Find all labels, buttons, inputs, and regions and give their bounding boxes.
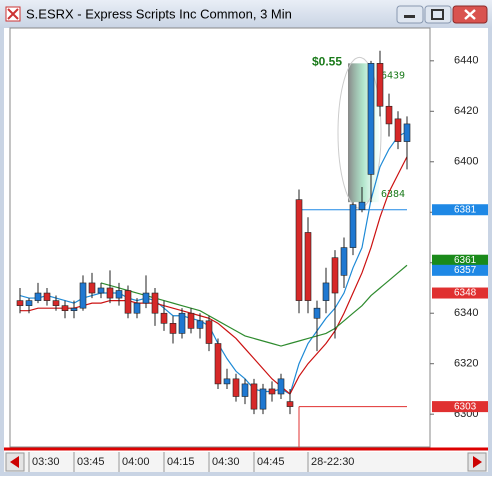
candle-body [34,292,42,301]
y-tick-label: 6420 [454,105,478,117]
minimize-icon [404,15,415,18]
candle-body [295,199,303,301]
candle-body [376,63,384,107]
candle-body [313,307,321,319]
candle-body [232,378,240,397]
candle-body [358,201,366,211]
price-marker-label: 6348 [454,288,477,299]
candle-body [115,290,123,299]
candle-body [79,282,87,309]
x-tick-label: 04:30 [212,456,240,468]
price-marker-label: 6357 [454,265,477,276]
candle-body [43,292,51,301]
x-tick-label: 03:30 [32,456,60,468]
range-high-label: 6439 [381,70,405,81]
range-low-label: 6384 [381,189,405,200]
candle-body [196,320,204,329]
candle-body [268,388,276,395]
candle-body [97,287,105,294]
price-marker [432,264,488,276]
minimize-button[interactable] [396,5,424,24]
candle-body [169,323,177,334]
candle-body [124,290,132,314]
candle-body [214,343,222,385]
candle-body [385,105,393,125]
candle-body [403,123,411,142]
candle-body [25,300,33,306]
candle-body [205,320,213,344]
candle-body [277,378,285,395]
candle-body [349,204,357,248]
y-tick-label: 6320 [454,358,478,370]
x-tick-label: 04:45 [257,456,285,468]
price-marker [432,287,488,299]
range-label: $0.55 [312,55,342,69]
x-tick-label: 04:15 [167,456,195,468]
candle-body [340,247,348,276]
price-marker-label: 6381 [454,204,477,215]
candle-body [322,282,330,301]
window-title: S.ESRX - Express Scripts Inc Common, 3 M… [26,6,292,21]
scroll-right-icon [473,456,482,468]
price-marker-label: 6361 [454,255,477,266]
candle-body [61,305,69,311]
scroll-left-icon [10,456,19,468]
candle-body [241,383,249,397]
candle-body [160,312,168,324]
y-tick-label: 6400 [454,156,478,168]
candle-body [331,257,339,294]
candle-body [286,401,294,407]
candle-body [259,388,267,410]
x-tick-label: 04:00 [122,456,150,468]
x-tick-label: 28-22:30 [311,456,354,468]
candle-body [16,300,24,306]
x-tick-label: 03:45 [77,456,105,468]
candle-body [178,312,186,334]
candle-body [106,287,114,299]
close-icon [464,9,476,20]
range-box [348,63,379,203]
candle-body [70,307,78,311]
app-icon-mark [7,8,19,20]
candle-body [151,292,159,314]
time-axis [4,452,488,472]
candle-body [304,232,312,301]
candle-body [223,378,231,385]
price-marker-label: 6303 [454,401,477,412]
maximize-icon [431,9,444,20]
candle-body [52,300,60,306]
candle-body [88,282,96,294]
maximize-button[interactable] [424,5,452,24]
candle-body [142,292,150,304]
candle-body [250,383,258,410]
candle-body [394,118,402,142]
candle-body [367,63,375,175]
price-marker [432,204,488,216]
candle-body [133,302,141,314]
y-tick-label: 6440 [454,55,478,67]
y-tick-label: 6340 [454,307,478,319]
candle-body [187,312,195,329]
price-marker [432,254,488,266]
price-marker [432,401,488,413]
